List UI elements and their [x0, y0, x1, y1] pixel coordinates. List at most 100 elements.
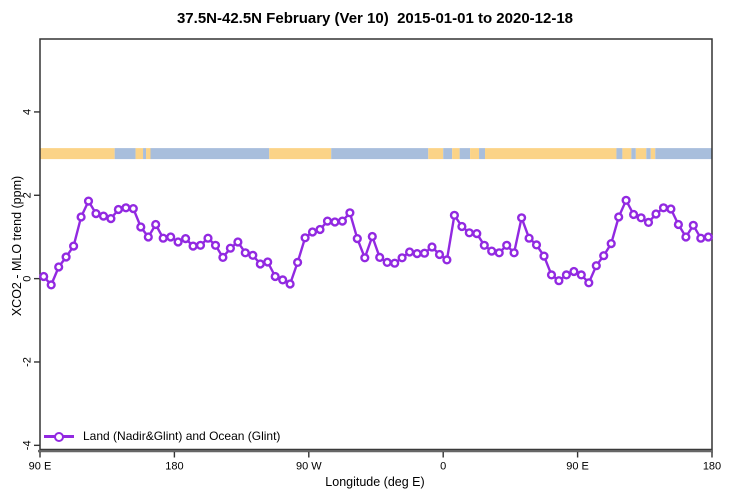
- data-point: [367, 231, 377, 242]
- data-point: [352, 234, 362, 244]
- data-point: [390, 258, 400, 268]
- data-point: [599, 251, 609, 261]
- data-point: [195, 240, 206, 250]
- data-point: [539, 251, 549, 261]
- data-point: [113, 204, 124, 215]
- data-point: [39, 271, 49, 282]
- data-point: [121, 203, 131, 213]
- data-point: [166, 232, 176, 242]
- data-point: [68, 241, 79, 251]
- legend-open-circle-icon: [54, 431, 64, 442]
- surface-band-segment-ocean: [631, 148, 636, 160]
- data-point: [54, 262, 64, 272]
- data-point: [487, 246, 497, 256]
- data-point: [293, 257, 303, 268]
- data-point: [405, 247, 415, 257]
- y-tick-label: 0: [22, 276, 34, 282]
- x-tick-label: 180: [703, 461, 721, 473]
- data-point: [516, 213, 527, 223]
- x-tick-label: 90 W: [296, 461, 322, 473]
- data-point: [330, 217, 340, 227]
- data-point: [188, 241, 198, 251]
- y-axis-title: XCO2 - MLO trend (ppm): [10, 175, 24, 317]
- data-point: [554, 276, 564, 286]
- data-point: [233, 237, 243, 247]
- surface-band-segment-land: [650, 148, 656, 160]
- data-point: [584, 278, 594, 288]
- data-point: [240, 248, 250, 258]
- data-point: [688, 220, 698, 230]
- legend: Land (Nadir&Glint) and Ocean (Glint): [44, 429, 280, 444]
- data-point: [91, 209, 101, 219]
- data-point: [427, 242, 437, 252]
- data-point: [61, 252, 71, 262]
- data-point: [472, 229, 482, 239]
- data-point: [681, 232, 691, 242]
- plot-border: [39, 38, 713, 451]
- data-point: [375, 252, 385, 263]
- data-point: [76, 212, 86, 222]
- data-point: [464, 228, 474, 238]
- data-point: [270, 271, 280, 282]
- data-point: [307, 227, 318, 237]
- y-tick-label: 2: [22, 192, 34, 198]
- data-point: [278, 275, 288, 285]
- data-point: [98, 211, 109, 221]
- data-point: [666, 204, 676, 214]
- surface-band-segment-land: [635, 148, 647, 160]
- surface-band-segment-land: [146, 148, 151, 160]
- x-tick-label: 0: [440, 461, 446, 473]
- data-point: [628, 209, 639, 220]
- data-point: [46, 280, 56, 290]
- surface-band-segment-ocean: [646, 148, 651, 160]
- data-point: [621, 195, 631, 205]
- data-point: [315, 224, 325, 235]
- data-point: [397, 253, 407, 263]
- data-point: [561, 270, 572, 280]
- data-point: [569, 266, 579, 277]
- surface-band-segment-land: [269, 148, 332, 160]
- data-point: [263, 257, 273, 267]
- data-point: [502, 240, 512, 250]
- data-point: [673, 219, 684, 230]
- data-point: [614, 212, 624, 222]
- data-point: [181, 234, 191, 244]
- data-point: [434, 249, 445, 260]
- surface-band-segment-ocean: [459, 148, 471, 160]
- data-point: [322, 216, 333, 226]
- data-point: [210, 240, 221, 250]
- data-point: [218, 252, 228, 263]
- data-point: [300, 233, 310, 243]
- data-point: [703, 232, 713, 242]
- data-point: [158, 233, 168, 243]
- data-point: [419, 248, 430, 258]
- data-point: [382, 257, 392, 268]
- data-point: [531, 240, 542, 250]
- data-point: [173, 237, 183, 247]
- data-point: [136, 222, 146, 232]
- data-point: [457, 221, 467, 232]
- data-point: [524, 233, 534, 243]
- data-point: [106, 214, 116, 224]
- data-point: [576, 270, 586, 280]
- data-point: [255, 259, 265, 269]
- data-point: [225, 243, 236, 253]
- surface-band-segment-ocean: [331, 148, 429, 160]
- data-point: [591, 261, 601, 271]
- x-tick-label: 90 E: [29, 461, 52, 473]
- legend-label: Land (Nadir&Glint) and Ocean (Glint): [83, 429, 281, 443]
- chart-title: 37.5N-42.5N February (Ver 10) 2015-01-01…: [176, 10, 574, 27]
- surface-band-segment-ocean: [655, 148, 712, 160]
- x-tick-label: 180: [165, 461, 183, 473]
- surface-band-segment-ocean: [616, 148, 623, 160]
- data-point: [606, 239, 616, 249]
- surface-band-segment-land: [428, 148, 444, 160]
- surface-band-segment-land: [470, 148, 480, 160]
- data-point: [248, 250, 258, 260]
- data-point: [143, 232, 153, 242]
- data-point: [546, 270, 557, 280]
- data-point: [360, 253, 370, 263]
- data-point: [651, 209, 661, 219]
- surface-band-segment-ocean: [114, 148, 136, 160]
